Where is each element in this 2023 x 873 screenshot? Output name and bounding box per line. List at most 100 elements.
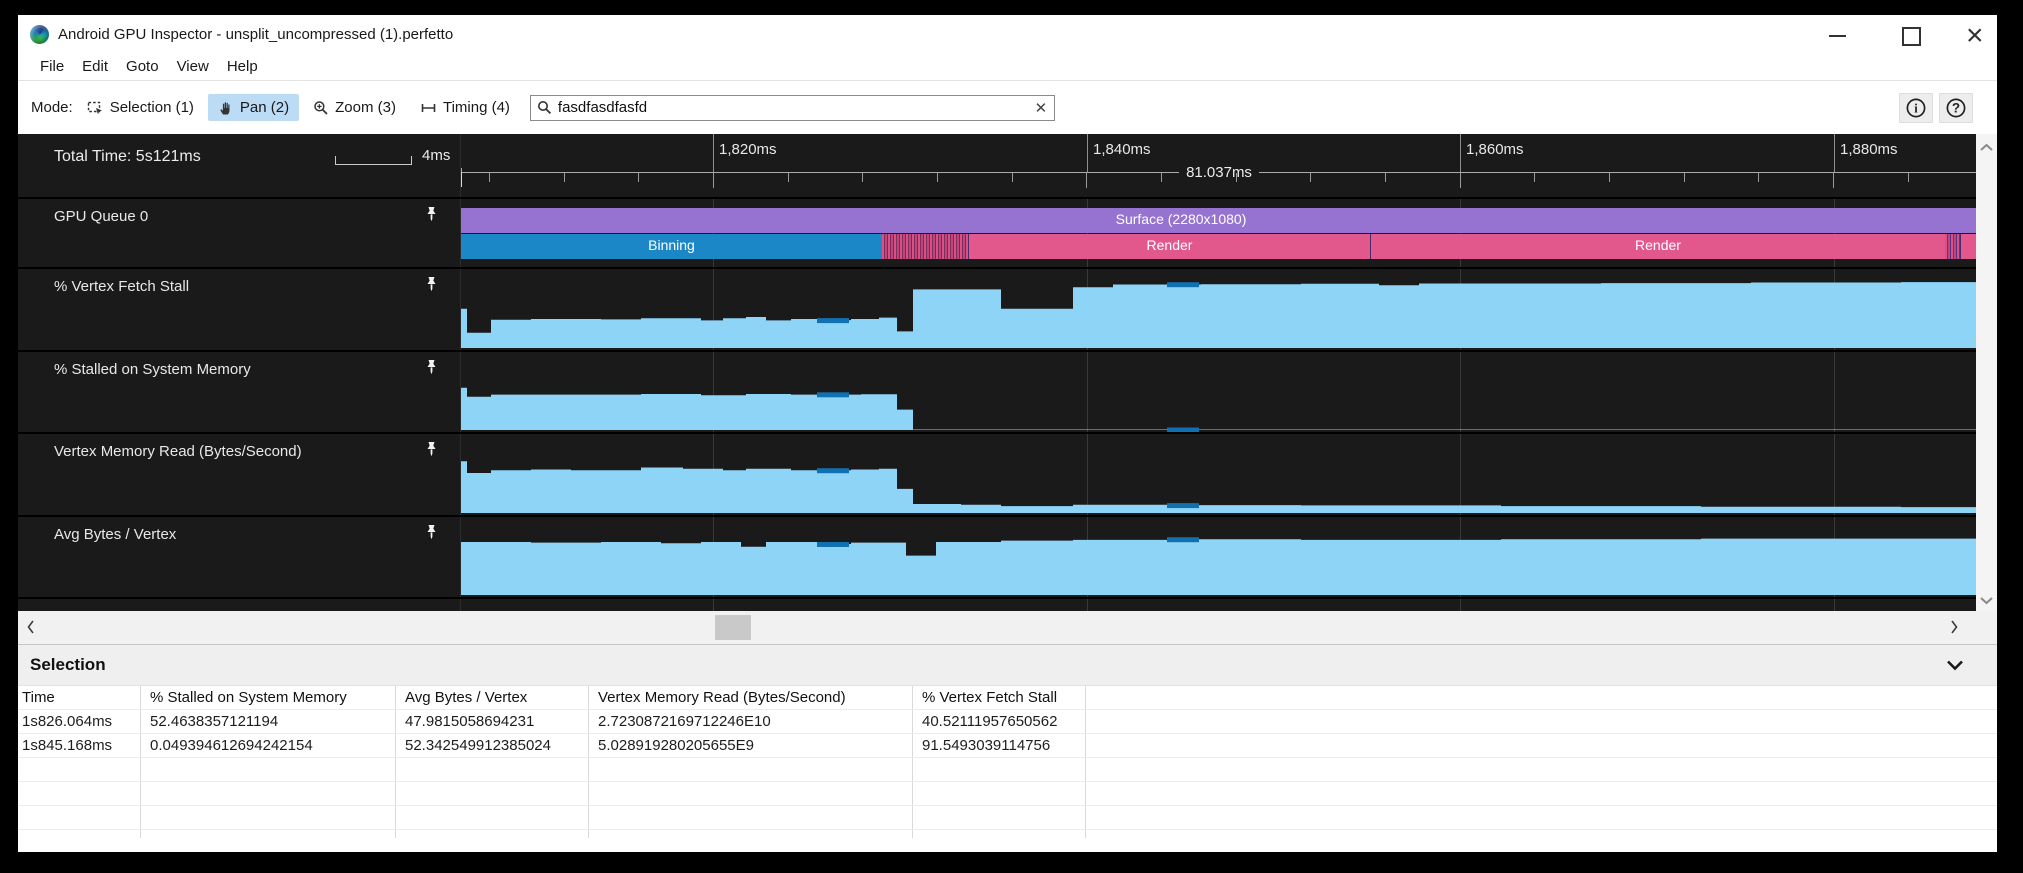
pin-icon[interactable] [424,524,439,546]
pan-icon [218,100,234,116]
track-gridline [713,199,714,267]
selection-icon [87,100,104,116]
pin-icon[interactable] [424,441,439,463]
search-clear-icon[interactable]: ✕ [1034,99,1048,117]
slice-fragment[interactable] [882,234,968,259]
track-gridline [1460,199,1461,267]
track-canvas[interactable] [460,269,1977,350]
pin-icon[interactable] [424,206,439,228]
track-label[interactable]: % Stalled on System Memory [18,352,460,432]
track-row-gpu-queue-0: GPU Queue 0 Surface (2280x1080) Binning Ren… [18,199,1977,269]
track-name: Vertex Memory Read (Bytes/Second) [54,443,302,460]
slice-render[interactable]: Render [968,234,1370,259]
table-row[interactable]: 1s826.064ms 52.4638357121194 47.9815058694… [18,710,1997,734]
timeline-ruler: Total Time: 5s121ms 4ms 1,820ms 1,840ms 1,86… [18,134,1977,199]
track-label[interactable]: Avg Bytes / Vertex [18,517,460,597]
scroll-up-icon[interactable] [1976,142,1997,154]
title-bar: Android GPU Inspector - unsplit_uncompre… [18,15,1997,55]
timeline-panel: Total Time: 5s121ms 4ms 1,820ms 1,840ms 1,86… [18,134,1997,611]
table-empty-row [18,782,1997,806]
mode-button-pan[interactable]: Pan (2) [207,94,300,121]
minimize-button[interactable] [1816,15,1862,55]
scale-bracket [335,156,412,165]
track-gridline [713,599,714,611]
slice-fragment[interactable] [1960,234,1977,259]
track-label[interactable]: % Vertex Fetch Stall [18,269,460,350]
column-header: Vertex Memory Read (Bytes/Second) [598,689,846,706]
table-cell: 1s845.168ms [22,737,113,754]
scroll-down-icon[interactable] [1976,595,1997,607]
ruler-canvas[interactable]: 1,820ms 1,840ms 1,860ms 1,880ms 81.037ms [460,134,1977,197]
slice-render[interactable]: Render [1370,234,1945,259]
counter-chart [461,387,1977,432]
table-cell: 40.52111957650562 [922,713,1058,730]
menu-item-help[interactable]: Help [226,58,258,75]
search-box: ✕ [529,94,1055,121]
info-icon: i [1906,98,1926,117]
slice-label: Render [1146,237,1193,253]
ruler-tick [1609,173,1610,182]
table-empty-row [18,830,1997,838]
help-button[interactable]: ? [1939,92,1973,123]
menu-item-view[interactable]: View [176,58,209,75]
search-input[interactable] [557,99,1028,116]
mode-button-label: Selection (1) [109,99,194,116]
track-gridline [713,269,714,350]
info-button[interactable]: i [1899,92,1933,123]
track-gridline [1460,352,1461,432]
pin-icon[interactable] [424,276,439,298]
slice-label: Surface (2280x1080) [1115,211,1247,227]
menu-item-edit[interactable]: Edit [82,58,109,75]
table-row[interactable]: 1s845.168ms 0.049394612694242154 52.342549… [18,734,1997,758]
track-canvas[interactable] [460,434,1977,515]
collapse-chevron-icon[interactable] [1945,659,1965,671]
selected-sample-marker [1167,282,1199,288]
counter-chart [461,537,1977,595]
ruler-tick [1086,173,1087,188]
menu-item-goto[interactable]: Goto [126,58,159,75]
track-name: % Stalled on System Memory [54,361,251,378]
ruler-tick [1534,173,1535,182]
menu-item-file[interactable]: File [40,58,65,75]
visible-range-text: 81.037ms [1179,164,1259,181]
column-divider [912,686,913,838]
scroll-left-icon[interactable] [26,619,36,635]
total-time-label: Total Time: 5s121ms [54,148,201,165]
track-gridline [1087,352,1088,432]
maximize-button[interactable] [1888,15,1934,55]
help-icon: ? [1946,98,1966,117]
track-canvas[interactable] [460,352,1977,432]
track-label[interactable]: Vertex Memory Read (Bytes/Second) [18,434,460,515]
slice-label: Render [1635,237,1681,253]
column-divider [140,686,141,838]
ruler-tick [638,173,639,182]
svg-text:?: ? [1952,100,1960,115]
selection-table: Time % Stalled on System Memory Avg Bytes … [18,686,1997,838]
mode-button-zoom[interactable]: Zoom (3) [303,94,406,121]
pin-icon[interactable] [424,359,439,381]
slice-fragment[interactable] [1945,234,1960,259]
timeline-horizontal-scrollbar[interactable] [18,611,1997,644]
selection-panel-header: Selection [18,644,1997,686]
close-button[interactable] [1955,15,2001,55]
slice-binning[interactable]: Binning [461,234,882,259]
ruler-tick [489,173,490,182]
timeline-vertical-scrollbar[interactable] [1976,134,1997,611]
mode-button-selection[interactable]: Selection (1) [77,94,204,121]
selected-sample-marker [1167,427,1199,432]
track-canvas[interactable] [460,517,1977,597]
column-divider [1085,686,1086,838]
mode-buttons: Selection (1) Pan (2) Zoom (3) Timing (4) [73,94,520,121]
scroll-right-icon[interactable] [1949,619,1959,635]
table-header-row: Time % Stalled on System Memory Avg Bytes … [18,686,1997,710]
mode-button-timing[interactable]: Timing (4) [410,94,520,121]
ruler-tick [1758,173,1759,182]
track-canvas[interactable]: Surface (2280x1080) Binning Render Render [460,199,1977,267]
ruler-tick [713,173,714,188]
ruler-tick [788,173,789,182]
slice-bar: Binning Render Render [461,234,1977,259]
slice-surface[interactable]: Surface (2280x1080) [461,208,1977,233]
scrollbar-thumb[interactable] [715,615,751,640]
track-label[interactable]: GPU Queue 0 [18,199,460,267]
track-gridline [1834,434,1835,515]
